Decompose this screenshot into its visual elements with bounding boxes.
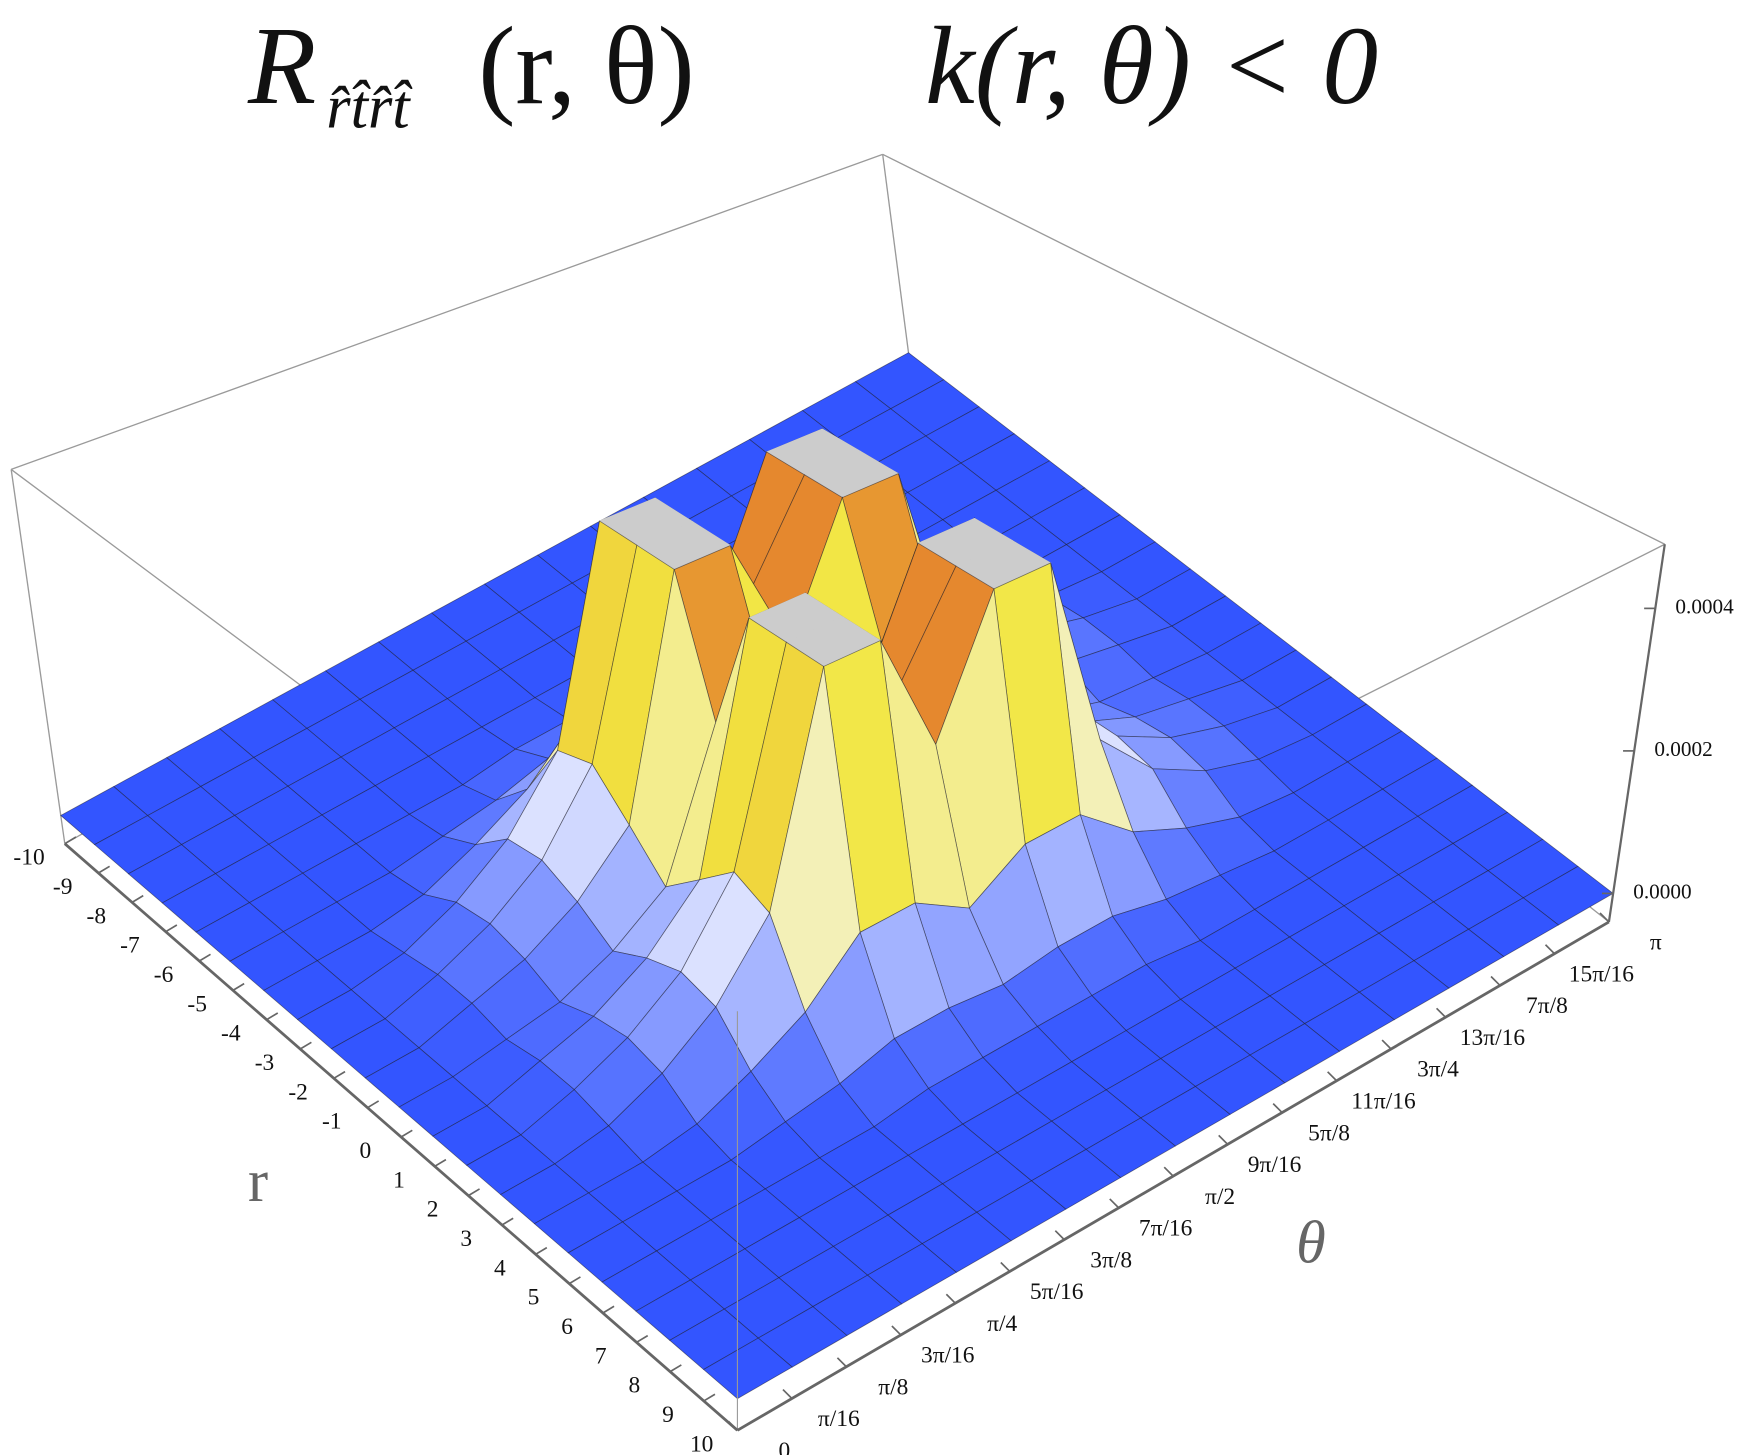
title: R bbox=[247, 4, 316, 128]
x-tick bbox=[198, 953, 211, 962]
y-tick bbox=[1381, 1039, 1392, 1050]
x-tick-label: 7 bbox=[595, 1343, 607, 1369]
y-tick-label: 11π/16 bbox=[1351, 1089, 1416, 1115]
box-edge bbox=[10, 153, 883, 471]
y-tick-label: π bbox=[1650, 930, 1662, 956]
y-axis-label: θ bbox=[1296, 1210, 1326, 1277]
x-tick-label: -2 bbox=[288, 1079, 308, 1105]
x-tick-label: 4 bbox=[494, 1255, 506, 1281]
z-tick-label: 0.0002 bbox=[1654, 737, 1712, 761]
y-tick-label: π/8 bbox=[878, 1374, 908, 1400]
x-axis-label: r bbox=[248, 1148, 268, 1215]
box-edge bbox=[882, 153, 1666, 545]
x-tick-label: 2 bbox=[427, 1197, 439, 1223]
x-tick bbox=[636, 1334, 649, 1344]
x-tick bbox=[535, 1246, 548, 1256]
y-tick bbox=[782, 1388, 793, 1400]
y-tick bbox=[1109, 1198, 1120, 1209]
x-tick-label: -1 bbox=[322, 1109, 342, 1135]
x-tick-label: 6 bbox=[561, 1314, 573, 1340]
y-tick bbox=[945, 1293, 956, 1304]
y-tick-label: 5π/16 bbox=[1030, 1279, 1084, 1305]
y-tick-label: 3π/16 bbox=[921, 1343, 975, 1369]
z-tick-label: 0.0000 bbox=[1633, 879, 1691, 903]
x-tick-label: -5 bbox=[187, 991, 207, 1017]
y-tick bbox=[1490, 975, 1501, 987]
y-tick bbox=[1435, 1007, 1447, 1018]
x-tick bbox=[467, 1188, 480, 1197]
x-tick bbox=[367, 1100, 380, 1109]
x-tick bbox=[131, 894, 144, 904]
x-tick bbox=[299, 1041, 312, 1050]
y-tick bbox=[1544, 944, 1556, 955]
x-tick bbox=[434, 1158, 447, 1168]
x-tick bbox=[400, 1129, 413, 1138]
y-tick bbox=[1054, 1230, 1065, 1241]
y-tick bbox=[1000, 1261, 1011, 1273]
x-tick-label: 10 bbox=[690, 1431, 713, 1455]
y-tick-label: 5π/8 bbox=[1308, 1120, 1350, 1146]
y-tick-label: π/2 bbox=[1205, 1184, 1235, 1210]
x-tick-label: -3 bbox=[255, 1050, 275, 1076]
y-tick bbox=[1327, 1071, 1338, 1082]
x-tick bbox=[501, 1217, 514, 1226]
y-tick-label: 7π/16 bbox=[1139, 1216, 1193, 1242]
x-tick bbox=[703, 1393, 716, 1402]
x-tick bbox=[568, 1276, 581, 1285]
x-tick bbox=[736, 1422, 750, 1432]
x-tick bbox=[602, 1305, 615, 1314]
y-tick-label: 3π/4 bbox=[1417, 1057, 1459, 1083]
y-tick-label: 0 bbox=[778, 1438, 790, 1455]
x-tick-label: 3 bbox=[460, 1226, 472, 1252]
z-tick-label: 0.0004 bbox=[1675, 594, 1734, 618]
y-tick bbox=[1599, 912, 1610, 923]
x-tick-label: -10 bbox=[13, 845, 44, 871]
y-tick bbox=[1272, 1103, 1283, 1114]
x-tick bbox=[232, 982, 245, 992]
y-tick bbox=[1163, 1166, 1174, 1177]
x-tick-label: -9 bbox=[53, 874, 73, 900]
y-tick-label: π/4 bbox=[987, 1311, 1017, 1337]
y-tick-label: 7π/8 bbox=[1526, 993, 1568, 1019]
x-tick bbox=[266, 1012, 279, 1021]
box-edge bbox=[882, 154, 912, 369]
x-tick-label: -6 bbox=[154, 962, 174, 988]
y-tick-label: 13π/16 bbox=[1460, 1025, 1526, 1051]
x-tick bbox=[333, 1070, 346, 1080]
title-args: (r, θ) bbox=[478, 4, 695, 128]
x-tick bbox=[669, 1364, 682, 1373]
x-tick bbox=[98, 865, 111, 874]
x-tick-label: 8 bbox=[629, 1373, 641, 1399]
x-tick-label: 0 bbox=[359, 1138, 371, 1164]
x-tick-label: 1 bbox=[393, 1167, 405, 1193]
z-axis bbox=[1607, 544, 1666, 923]
box-edge bbox=[10, 469, 66, 844]
x-tick-label: 5 bbox=[528, 1285, 540, 1311]
subtitle: k(r, θ) < 0 bbox=[925, 4, 1378, 128]
y-tick-label: 3π/8 bbox=[1090, 1247, 1132, 1273]
y-tick-label: 15π/16 bbox=[1569, 961, 1635, 987]
x-tick bbox=[165, 924, 178, 933]
y-tick bbox=[1218, 1134, 1229, 1145]
y-tick bbox=[836, 1357, 847, 1368]
x-tick-label: -8 bbox=[87, 903, 107, 929]
y-tick-label: π/16 bbox=[818, 1406, 860, 1432]
x-tick-label: -4 bbox=[221, 1021, 241, 1047]
y-tick-label: 9π/16 bbox=[1248, 1152, 1302, 1178]
x-tick-label: 9 bbox=[662, 1402, 674, 1428]
x-tick bbox=[64, 836, 77, 845]
title-subscript: r̂t̂r̂t̂ bbox=[326, 72, 413, 142]
y-tick bbox=[891, 1325, 902, 1336]
y-tick bbox=[727, 1420, 739, 1431]
surface-patch bbox=[702, 1337, 793, 1400]
x-tick-label: -7 bbox=[120, 933, 140, 959]
